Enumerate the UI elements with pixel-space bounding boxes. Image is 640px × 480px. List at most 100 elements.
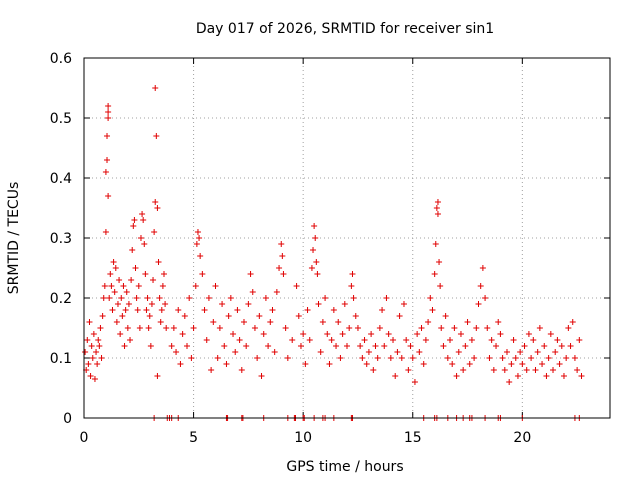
data-point xyxy=(210,319,217,325)
data-point xyxy=(477,283,484,289)
data-point xyxy=(129,247,136,253)
data-point xyxy=(95,337,102,343)
data-point xyxy=(493,343,500,349)
data-point xyxy=(411,379,418,385)
data-point xyxy=(163,325,170,331)
data-point xyxy=(344,343,350,349)
data-point xyxy=(89,355,96,361)
data-point xyxy=(574,367,581,373)
data-point xyxy=(97,325,104,331)
data-point xyxy=(254,355,261,361)
data-point xyxy=(571,355,578,361)
data-point xyxy=(365,349,372,355)
data-point xyxy=(330,307,337,313)
data-point xyxy=(87,373,94,379)
data-point xyxy=(150,277,157,283)
data-point xyxy=(122,307,129,313)
grid-lines xyxy=(84,58,610,418)
data-point xyxy=(208,367,215,373)
data-point xyxy=(350,295,357,301)
data-point xyxy=(102,169,109,175)
data-point xyxy=(114,301,121,307)
data-point xyxy=(449,361,456,367)
data-point xyxy=(302,361,309,367)
data-point xyxy=(508,361,515,367)
data-point xyxy=(125,301,132,307)
data-point xyxy=(567,343,574,349)
data-point xyxy=(453,373,460,379)
data-point xyxy=(186,295,193,301)
data-point xyxy=(409,355,416,361)
data-point xyxy=(525,331,532,337)
x-tick-label: 5 xyxy=(189,430,198,446)
data-point xyxy=(532,367,539,373)
chart-title: Day 017 of 2026, SRMTID for receiver sin… xyxy=(196,21,494,37)
data-point xyxy=(240,319,247,325)
data-point xyxy=(425,319,432,325)
data-point xyxy=(422,337,429,343)
data-point xyxy=(123,289,130,295)
plot-frame xyxy=(83,57,611,419)
data-point xyxy=(418,325,425,331)
data-point xyxy=(154,205,161,211)
data-point xyxy=(216,325,223,331)
data-point xyxy=(315,301,322,307)
data-point xyxy=(130,223,137,229)
data-point xyxy=(543,373,550,379)
data-point xyxy=(414,331,421,337)
data-point xyxy=(192,283,199,289)
data-point xyxy=(311,223,318,229)
data-point xyxy=(339,331,346,337)
data-point xyxy=(293,283,300,289)
data-point xyxy=(319,319,326,325)
data-point xyxy=(100,295,107,301)
data-point xyxy=(447,337,454,343)
data-point xyxy=(437,283,444,289)
data-point xyxy=(152,85,159,91)
data-point xyxy=(314,271,321,277)
data-point xyxy=(102,229,109,235)
data-point xyxy=(284,355,291,361)
data-point xyxy=(139,211,146,217)
data-point xyxy=(420,361,427,367)
data-point xyxy=(282,325,289,331)
data-point xyxy=(145,325,152,331)
data-point xyxy=(563,355,570,361)
data-point xyxy=(151,229,158,235)
data-point xyxy=(143,307,150,313)
data-point xyxy=(188,355,195,361)
data-points xyxy=(82,85,585,421)
data-point xyxy=(124,325,131,331)
data-point xyxy=(436,259,443,265)
data-point xyxy=(398,355,405,361)
data-point xyxy=(262,295,269,301)
data-point xyxy=(576,337,583,343)
data-point xyxy=(158,307,165,313)
data-point xyxy=(349,271,356,277)
data-point xyxy=(379,307,386,313)
data-point xyxy=(310,247,317,253)
y-tick-label: 0 xyxy=(63,411,72,427)
data-point xyxy=(201,307,208,313)
y-tick-label: 0.2 xyxy=(50,291,72,307)
data-point xyxy=(554,337,561,343)
data-point xyxy=(501,367,508,373)
data-point xyxy=(184,343,191,349)
data-point xyxy=(134,307,141,313)
data-point xyxy=(387,355,394,361)
data-point xyxy=(471,355,478,361)
data-point xyxy=(118,295,125,301)
data-point xyxy=(120,283,127,289)
data-point xyxy=(98,355,105,361)
data-point xyxy=(230,331,237,337)
data-point xyxy=(152,199,159,205)
data-point xyxy=(394,349,401,355)
data-point xyxy=(545,355,552,361)
data-point xyxy=(94,361,101,367)
data-point xyxy=(227,295,234,301)
data-point xyxy=(390,337,397,343)
data-point xyxy=(313,259,320,265)
data-point xyxy=(385,331,392,337)
data-point xyxy=(297,343,304,349)
data-point xyxy=(374,355,381,361)
